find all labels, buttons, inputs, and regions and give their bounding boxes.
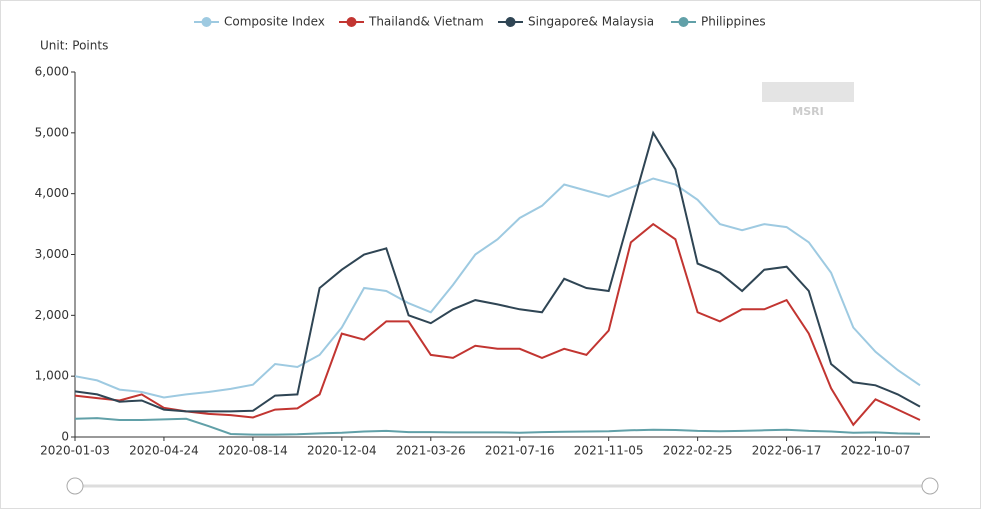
legend-dot [678, 17, 689, 27]
watermark-logo [762, 82, 854, 102]
watermark-text: MSRI [792, 105, 823, 118]
y-tick-label: 6,000 [35, 65, 69, 79]
series-line [74, 417, 921, 436]
y-tick-label: 0 [61, 430, 69, 444]
y-tick-label: 5,000 [35, 125, 69, 139]
legend-dot [346, 17, 357, 27]
x-tick-label: 2022-02-25 [663, 444, 733, 458]
x-tick-label: 2020-04-24 [129, 444, 199, 458]
x-tick-label: 2022-10-07 [841, 444, 911, 458]
zoom-slider[interactable] [66, 477, 939, 495]
legend-label: Philippines [701, 15, 766, 29]
legend-label: Thailand& Vietnam [368, 15, 484, 29]
watermark: MSRI [762, 82, 854, 118]
legend-dot [505, 17, 516, 27]
slider-handle[interactable] [66, 477, 84, 495]
y-axis-label: Unit: Points [40, 39, 108, 53]
x-tick-label: 2021-07-16 [485, 444, 555, 458]
x-tick-label: 2020-01-03 [40, 444, 110, 458]
x-tick-label: 2021-11-05 [574, 444, 644, 458]
series-line [74, 177, 921, 399]
y-tick-label: 3,000 [35, 247, 69, 261]
slider-handle[interactable] [921, 477, 939, 495]
legend-item: Philippines [671, 15, 766, 29]
legend-item: Thailand& Vietnam [339, 15, 484, 29]
series-line [74, 222, 921, 427]
y-tick-label: 4,000 [35, 186, 69, 200]
series-line [74, 130, 921, 413]
legend-item: Singapore& Malaysia [498, 15, 654, 29]
legend-item: Composite Index [194, 15, 325, 29]
x-tick-label: 2020-08-14 [218, 444, 288, 458]
legend-label: Singapore& Malaysia [528, 15, 654, 29]
legend-label: Composite Index [224, 15, 325, 29]
x-tick-label: 2020-12-04 [307, 444, 377, 458]
x-tick-label: 2021-03-26 [396, 444, 466, 458]
legend-dot [201, 17, 212, 27]
x-tick-label: 2022-06-17 [752, 444, 822, 458]
y-tick-label: 2,000 [35, 308, 69, 322]
y-tick-label: 1,000 [35, 369, 69, 383]
